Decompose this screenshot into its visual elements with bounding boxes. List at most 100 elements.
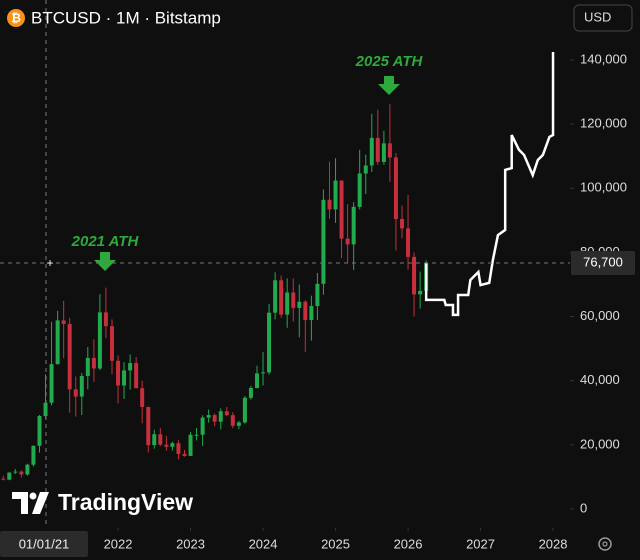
x-tick-label: 2023 <box>176 536 205 551</box>
projection-line <box>424 51 555 317</box>
candle-body <box>406 228 411 257</box>
candle-body <box>242 397 247 423</box>
candle-body <box>67 323 72 390</box>
candle-body <box>321 199 326 284</box>
candle-body <box>345 238 350 245</box>
candle-body <box>176 443 181 454</box>
candle-body <box>381 143 386 162</box>
candle-body <box>25 464 30 475</box>
candle-body <box>110 326 115 361</box>
watermark-logo <box>29 492 37 500</box>
candle-body <box>85 357 90 376</box>
x-tick-label: 2027 <box>466 536 495 551</box>
settings-icon-center <box>602 541 608 547</box>
candle-body <box>375 137 380 162</box>
y-tick-label: 140,000 <box>580 51 627 66</box>
candle-body <box>369 137 374 166</box>
candle-body <box>170 443 175 447</box>
settings-icon[interactable] <box>598 537 612 551</box>
candle-body <box>357 173 362 207</box>
candle-body <box>315 283 320 306</box>
y-tick-label: 60,000 <box>580 308 620 323</box>
candle-body <box>61 320 66 324</box>
crosshair-marker: + <box>46 256 53 270</box>
candle-body <box>79 375 84 397</box>
candle-body <box>212 415 217 422</box>
annotation: 2021 ATH <box>71 233 140 250</box>
candle-body <box>333 180 338 210</box>
candle-body <box>236 422 241 426</box>
candle-body <box>73 389 78 397</box>
time-axis <box>0 528 640 560</box>
candle-body <box>122 370 127 386</box>
chart-title: BTCUSD · 1M · Bitstamp <box>31 8 221 27</box>
candle-body <box>200 417 205 435</box>
candle-body <box>309 305 314 321</box>
candle-body <box>19 471 24 475</box>
x-tick-label: 2026 <box>394 536 423 551</box>
currency-label[interactable]: USD <box>584 9 611 24</box>
y-tick-label: 120,000 <box>580 116 627 131</box>
candle-body <box>7 472 12 480</box>
annotation: 2025 ATH <box>355 53 424 70</box>
candle-body <box>255 373 260 388</box>
y-tick-label: 0 <box>580 500 587 515</box>
candle-body <box>339 180 344 239</box>
candle-body <box>230 415 235 426</box>
x-tick-label: 2022 <box>104 536 133 551</box>
candle-body <box>303 301 308 321</box>
candle-body <box>158 434 163 445</box>
candle-body <box>13 471 18 473</box>
candle-body <box>134 363 139 389</box>
x-tick-label: 2024 <box>249 536 278 551</box>
candle-body <box>164 444 169 447</box>
candle-body <box>91 357 96 369</box>
candle-body <box>261 372 266 374</box>
candle-body <box>279 280 284 315</box>
candle-body <box>140 388 145 407</box>
candle-body <box>182 453 187 456</box>
candle-body <box>412 256 417 295</box>
crosshair-date-label: 01/01/21 <box>19 536 70 551</box>
candle-body <box>103 312 108 327</box>
candle-body <box>49 364 54 403</box>
watermark-text: TradingView <box>58 489 193 515</box>
watermark-logo <box>32 492 49 514</box>
x-tick-label: 2028 <box>539 536 568 551</box>
y-tick-label: 20,000 <box>580 436 620 451</box>
candle-body <box>267 312 272 373</box>
candle-body <box>116 360 121 386</box>
watermark: TradingView <box>12 489 193 515</box>
annotation-arrow <box>378 76 400 95</box>
candle-body <box>273 280 278 313</box>
crosshair-price-label: 76,700 <box>583 254 623 269</box>
candle-body <box>297 301 302 308</box>
candle-body <box>37 415 42 446</box>
candle-body <box>128 363 133 371</box>
candle-body <box>194 434 199 436</box>
candle-body <box>400 219 405 229</box>
candle-body <box>206 415 211 418</box>
bitcoin-icon <box>7 9 25 27</box>
candle-body <box>248 387 253 398</box>
y-tick-label: 40,000 <box>580 372 620 387</box>
watermark-logo <box>12 492 28 514</box>
candle-body <box>55 320 60 365</box>
candle-body <box>43 402 48 416</box>
candle-body <box>152 434 157 446</box>
candle-body <box>327 199 332 210</box>
candle-body <box>418 290 423 295</box>
candle-body <box>188 434 193 456</box>
x-tick-label: 2025 <box>321 536 350 551</box>
currency-button[interactable] <box>573 4 633 32</box>
candle-body <box>218 411 223 422</box>
crosshair-price-box <box>571 250 635 275</box>
candle-body <box>291 292 296 308</box>
candle-body <box>224 411 229 416</box>
candle-body <box>285 292 290 315</box>
candle-body <box>393 157 398 220</box>
candle-body <box>387 143 392 158</box>
annotation-arrow <box>94 252 116 271</box>
